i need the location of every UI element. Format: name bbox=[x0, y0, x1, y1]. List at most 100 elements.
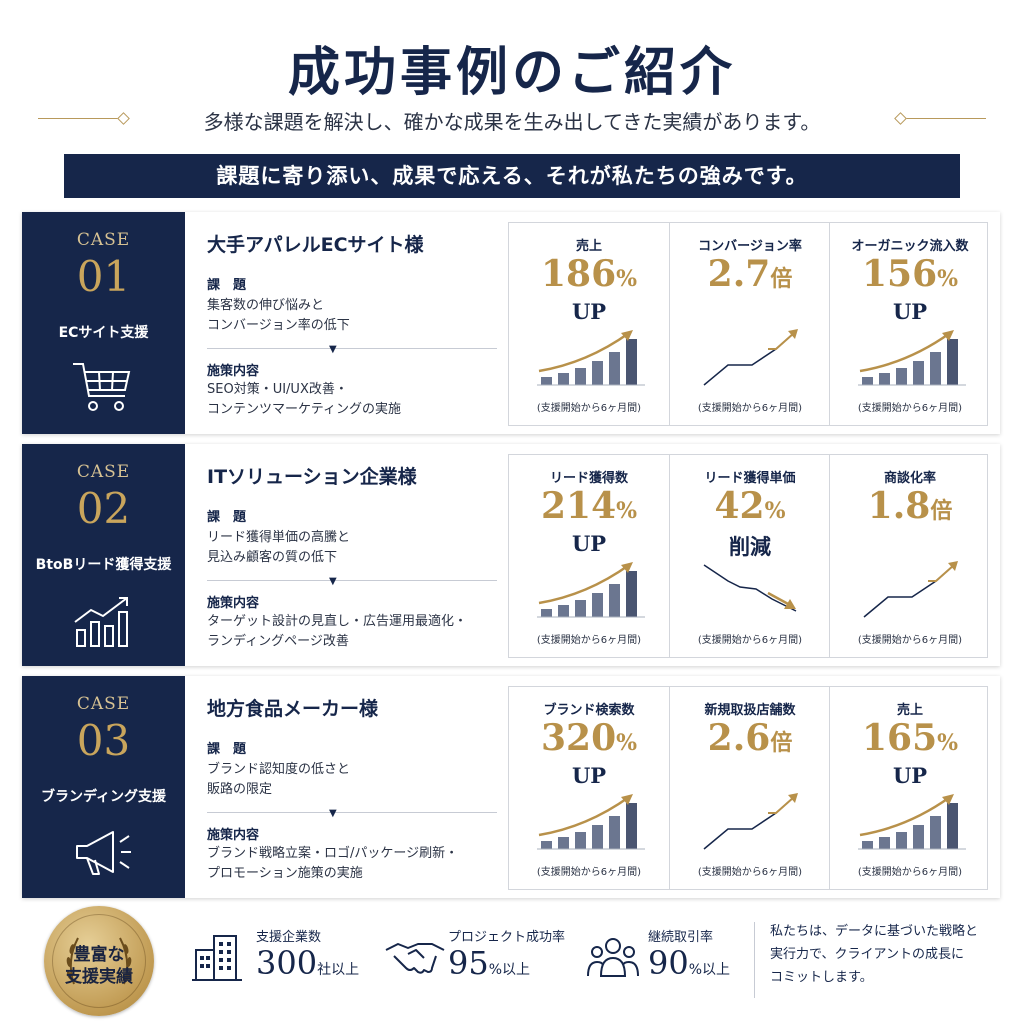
case-number: 03 bbox=[76, 716, 131, 765]
case-label: CASE bbox=[76, 694, 131, 714]
metric-trend-chart bbox=[537, 559, 645, 619]
issue-text: コンバージョン率の低下 bbox=[207, 318, 350, 333]
metric-value: 42% bbox=[714, 485, 786, 527]
action-label: 施策内容 bbox=[207, 596, 260, 611]
metric-value: 1.8倍 bbox=[867, 485, 953, 527]
subtitle-row: 多様な課題を解決し、確かな成果を生み出してきた実績があります。 bbox=[0, 104, 1024, 134]
arrow-down-icon: ▼ bbox=[329, 576, 337, 587]
action-text: ターゲット設計の見直し・広告運用最適化・ bbox=[207, 614, 468, 629]
case-label: CASE bbox=[76, 462, 131, 482]
section-divider bbox=[207, 580, 497, 581]
metric-title: 売上 bbox=[896, 703, 923, 718]
metric-card: リード獲得数 214% UP (支援開始から6ヶ月間) bbox=[509, 455, 669, 657]
metric-note: (支援開始から6ヶ月間) bbox=[697, 403, 803, 414]
growth-chart-icon bbox=[69, 590, 137, 650]
stat-value: 95%以上 bbox=[448, 944, 531, 982]
metric-card: オーガニック流入数 156% UP (支援開始から6ヶ月間) bbox=[829, 223, 989, 425]
arrow-down-icon: ▼ bbox=[329, 808, 337, 819]
case-details: 大手アパレルECサイト様課 題集客数の伸び悩みと コンバージョン率の低下 ▼ 施策内容… bbox=[207, 212, 507, 434]
issue-text: 見込み顧客の質の低下 bbox=[207, 550, 338, 565]
metric-card: コンバージョン率 2.7倍 (支援開始から6ヶ月間) bbox=[669, 223, 829, 425]
case-sidebar: CASE 02 BtoBリード獲得支援 bbox=[22, 444, 185, 666]
stat-success-rate: プロジェクト成功率 95%以上 bbox=[384, 920, 574, 1000]
metric-title: リード獲得単価 bbox=[704, 471, 796, 486]
metric-value: 320% bbox=[540, 717, 638, 759]
issue-label: 課 題 bbox=[207, 278, 247, 293]
metric-note: (支援開始から6ヶ月間) bbox=[697, 635, 803, 646]
page-title: 成功事例のご紹介 bbox=[287, 42, 736, 103]
metric-card: ブランド検索数 320% UP (支援開始から6ヶ月間) bbox=[509, 687, 669, 889]
action-text: プロモーション施策の実施 bbox=[207, 866, 363, 881]
issue-text: リード獲得単価の高騰と bbox=[207, 530, 351, 545]
case-sidebar: CASE 03 ブランディング支援 bbox=[22, 676, 185, 898]
client-name: 大手アパレルECサイト様 bbox=[207, 234, 424, 256]
metric-trend-chart bbox=[537, 791, 645, 851]
section-divider bbox=[207, 812, 497, 813]
metric-trend-chart bbox=[698, 791, 806, 851]
ornament-right bbox=[900, 118, 986, 119]
issue-text: 集客数の伸び悩みと bbox=[207, 298, 325, 313]
stat-label: 支援企業数 bbox=[256, 930, 322, 945]
stat-value: 300社以上 bbox=[256, 944, 360, 982]
metrics-panel: リード獲得数 214% UP (支援開始から6ヶ月間) リード獲得単価 42% 削減 (支援開… bbox=[508, 454, 988, 658]
stat-label: 継続取引率 bbox=[648, 930, 714, 945]
metric-trend-chart bbox=[698, 559, 806, 619]
metric-sub: UP bbox=[571, 531, 607, 556]
case-card-01: CASE 01 ECサイト支援 大手アパレルECサイト様課 題集客数の伸び悩みと コンバ… bbox=[22, 212, 1000, 434]
metric-trend-chart bbox=[698, 327, 806, 387]
metric-card: 商談化率 1.8倍 (支援開始から6ヶ月間) bbox=[829, 455, 989, 657]
metric-sub: UP bbox=[892, 763, 928, 788]
stat-label: プロジェクト成功率 bbox=[448, 930, 566, 945]
case-card-03: CASE 03 ブランディング支援 地方食品メーカー様課 題ブランド認知度の低さと 販路… bbox=[22, 676, 1000, 898]
action-text: コンテンツマーケティングの実施 bbox=[207, 402, 401, 417]
issue-label: 課 題 bbox=[207, 510, 247, 525]
action-text: ランディングページ改善 bbox=[207, 634, 349, 649]
metric-note: (支援開始から6ヶ月間) bbox=[536, 867, 642, 878]
case-label: CASE bbox=[76, 230, 131, 250]
case-card-02: CASE 02 BtoBリード獲得支援 ITソリューション企業様課 題リード獲得単価の… bbox=[22, 444, 1000, 666]
team-icon bbox=[587, 938, 639, 977]
metric-value: 2.7倍 bbox=[707, 253, 793, 295]
client-name: ITソリューション企業様 bbox=[207, 466, 417, 488]
action-label: 施策内容 bbox=[207, 364, 260, 379]
issue-text: ブランド認知度の低さと bbox=[207, 762, 351, 777]
metric-note: (支援開始から6ヶ月間) bbox=[697, 867, 803, 878]
case-category: ECサイト支援 bbox=[58, 325, 149, 341]
metric-sub: 削減 bbox=[729, 534, 771, 559]
metric-trend-chart bbox=[537, 327, 645, 387]
metric-trend-chart bbox=[858, 559, 966, 619]
closing-message: 私たちは、データに基づいた戦略と 実行力で、クライアントの成長に コミットします… bbox=[770, 924, 979, 985]
case-category: BtoBリード獲得支援 bbox=[35, 557, 172, 573]
metric-title: 商談化率 bbox=[883, 471, 936, 486]
case-number: 02 bbox=[76, 484, 131, 533]
metric-trend-chart bbox=[858, 327, 966, 387]
metric-sub: UP bbox=[571, 299, 607, 324]
building-icon bbox=[192, 935, 242, 981]
metric-card: 新規取扱店舗数 2.6倍 (支援開始から6ヶ月間) bbox=[669, 687, 829, 889]
metric-card: 売上 186% UP (支援開始から6ヶ月間) bbox=[509, 223, 669, 425]
metric-sub: UP bbox=[892, 299, 928, 324]
action-text: ブランド戦略立案・ロゴ/パッケージ刷新・ bbox=[207, 846, 459, 861]
footer-divider bbox=[754, 922, 755, 998]
metric-value: 214% bbox=[540, 485, 638, 527]
case-sidebar: CASE 01 ECサイト支援 bbox=[22, 212, 185, 434]
strength-banner: 課題に寄り添い、成果で応える、それが私たちの強みです。 bbox=[64, 154, 960, 198]
megaphone-icon bbox=[69, 822, 137, 882]
metric-title: コンバージョン率 bbox=[698, 239, 802, 254]
metrics-panel: 売上 186% UP (支援開始から6ヶ月間) コンバージョン率 2.7倍 (支援開始から6… bbox=[508, 222, 988, 426]
metric-note: (支援開始から6ヶ月間) bbox=[857, 867, 963, 878]
metric-note: (支援開始から6ヶ月間) bbox=[857, 635, 963, 646]
metric-title: ブランド検索数 bbox=[543, 703, 635, 718]
case-details: 地方食品メーカー様課 題ブランド認知度の低さと 販路の限定 ▼ 施策内容 ブランド戦略立… bbox=[207, 676, 507, 898]
action-label: 施策内容 bbox=[207, 828, 260, 843]
case-number: 01 bbox=[76, 252, 131, 301]
footer-stats: 豊富な 支援実績 支援企業数 300社以上 bbox=[0, 900, 1024, 1024]
metric-note: (支援開始から6ヶ月間) bbox=[857, 403, 963, 414]
issue-label: 課 題 bbox=[207, 742, 247, 757]
metric-note: (支援開始から6ヶ月間) bbox=[536, 635, 642, 646]
metric-title: 新規取扱店舗数 bbox=[704, 703, 796, 718]
issue-text: 販路の限定 bbox=[207, 782, 273, 797]
stat-value: 90%以上 bbox=[648, 944, 731, 982]
action-text: SEO対策・UI/UX改善・ bbox=[207, 382, 348, 397]
metrics-panel: ブランド検索数 320% UP (支援開始から6ヶ月間) 新規取扱店舗数 2.6倍 (支援開… bbox=[508, 686, 988, 890]
